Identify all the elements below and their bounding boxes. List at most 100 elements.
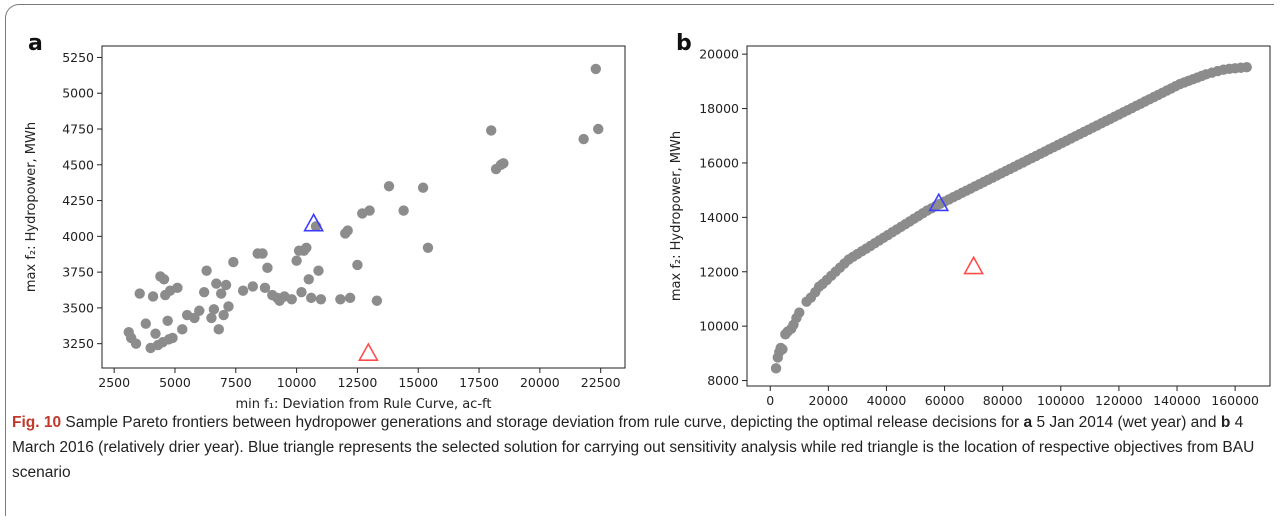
figure-frame [5, 4, 1274, 516]
panel-b-x-tick-label-1: 20000 [808, 393, 848, 408]
panel-a-y-tick-label-8: 5250 [62, 50, 94, 65]
panel-a-selected-solution-marker [303, 212, 324, 232]
panel-a-x-axis-label: min f₁: Deviation from Rule Curve, ac-ft [236, 397, 492, 410]
caption-text-2: 5 Jan 2014 (wet year) and [1032, 414, 1221, 431]
panel-b-y-axis-label: max f₂: Hydropower, MWh [669, 131, 684, 301]
panel-a-data-point-58 [352, 259, 363, 271]
panel-a-data-point-46 [296, 286, 307, 298]
panel-a-y-tick-label-5: 4500 [62, 157, 94, 172]
caption-text-3: 4 March 2016 (relatively drier year). Bl… [12, 414, 1255, 481]
panel-a-plot-area [101, 45, 626, 369]
panel-b-data-point-10 [794, 307, 805, 318]
caption-text-1: Sample Pareto frontiers between hydropow… [61, 414, 1024, 431]
panel-a-data-point-60 [364, 205, 375, 216]
panel-b-x-tick-label-5: 100000 [1037, 393, 1085, 408]
panel-a-data-point-62 [383, 181, 395, 192]
panel-a-y-tick-label-0: 3250 [62, 336, 94, 351]
panel-a-data-point-25 [208, 304, 220, 315]
panel-a-x-tick-label-7: 20000 [520, 375, 560, 390]
panel-a-data-point-56 [342, 225, 353, 236]
panel-a-data-point-27 [213, 324, 224, 335]
panel-a-data-point-66 [486, 125, 497, 136]
figure-charts: a 2500 5000 7500 10000 12500 15000 17500 20000 22… [24, 31, 1271, 410]
caption-panel-b: b [1220, 414, 1231, 431]
panel-b-data-point-110 [1241, 62, 1252, 73]
panel-b-y-tick-label-2: 12000 [699, 264, 739, 279]
panel-a-data-point-48 [301, 242, 312, 253]
panel-a-data-point-7 [150, 328, 161, 339]
panel-a-data-point-22 [198, 286, 210, 298]
panel-a-data-point-23 [201, 265, 212, 276]
panel-a-data-point-37 [259, 282, 271, 294]
panel-b-y-tick-label-3: 14000 [699, 210, 739, 225]
panel-b-x-tick-label-3: 60000 [925, 393, 965, 408]
panel-b-x-tick-label-8: 160000 [1211, 393, 1259, 408]
panel-b-plot-area [746, 45, 1271, 387]
panel-a-data-point-54 [335, 294, 346, 305]
panel-a-y-tick-label-1: 3500 [62, 300, 94, 315]
panel-a-y-tick-label-4: 4250 [62, 193, 94, 208]
panel-a-y-tick-label-3: 4000 [62, 229, 94, 244]
panel-a-data-point-32 [228, 256, 239, 268]
panel-b-y-tick-label-5: 18000 [699, 101, 739, 116]
panel-a-data-point-63 [398, 205, 409, 216]
panel-a-data-point-30 [220, 279, 232, 291]
panel-a-x-tick-label-5: 15000 [398, 375, 438, 390]
panel-a-data-point-26 [211, 278, 222, 289]
panel-a-data-point-3 [134, 288, 145, 299]
figure-caption: Fig. 10 Sample Pareto frontiers between … [12, 410, 1262, 485]
panel-a-data-point-38 [262, 262, 273, 274]
panel-a-data-point-36 [257, 248, 268, 259]
panel-a-data-point-52 [313, 265, 324, 276]
panel-a-data-point-28 [215, 288, 227, 299]
panel-a-x-tick-label-0: 2500 [98, 375, 130, 390]
panel-a-data-point-24 [206, 312, 217, 324]
panel-a-data-point-17 [172, 282, 183, 294]
panel-b-y-tick-label-6: 20000 [699, 47, 739, 62]
panel-a-y-tick-label-6: 4750 [62, 122, 94, 137]
panel-a-data-point-57 [344, 292, 356, 304]
panel-a-data-point-70 [578, 133, 589, 145]
panel-b-x-tick-label-6: 120000 [1095, 393, 1143, 408]
panel-a-data-point-33 [237, 285, 249, 296]
panel-a-data-point-72 [593, 123, 604, 135]
panel-b-selected-solution-marker [928, 192, 950, 212]
panel-a-data-point-61 [371, 295, 383, 306]
panel-a-data-point-16 [167, 332, 178, 344]
panel-a-y-axis-label: max f₂: Hydropower, MWh [24, 122, 39, 292]
panel-a-x-tick-label-3: 10000 [277, 375, 317, 390]
panel-b-data-point-0 [770, 363, 782, 374]
panel-b-y-tick-label-1: 10000 [699, 319, 739, 334]
panel-a-data-point-49 [303, 274, 314, 285]
panel-b-y-tick-label-0: 8000 [707, 373, 739, 388]
panel-a-y-tick-label-7: 5000 [62, 86, 94, 101]
panel-a-data-point-43 [286, 294, 297, 305]
panel-a-data-point-2 [130, 338, 142, 349]
panel-a-data-point-31 [223, 301, 234, 312]
panel-a-data-point-34 [247, 281, 259, 292]
panel-b-bau-marker [963, 255, 984, 275]
panel-a-data-point-65 [422, 242, 434, 253]
panel-b-x-tick-label-2: 40000 [867, 393, 907, 408]
caption-figure-label: Fig. 10 [12, 414, 62, 431]
panel-a-data-point-29 [218, 309, 229, 321]
panel-b-y-tick-label-4: 16000 [699, 155, 739, 170]
panel-b-x-tick-label-4: 80000 [983, 393, 1023, 408]
panel-a-data-point-53 [315, 294, 327, 305]
panel-a-x-tick-label-6: 17500 [459, 375, 499, 390]
panel-b-x-tick-label-7: 140000 [1153, 393, 1201, 408]
panel-a-data-point-13 [162, 315, 173, 326]
panel-a-bau-marker [358, 342, 379, 361]
panel-a-data-point-69 [498, 158, 509, 169]
panel-b-data-point-4 [777, 344, 788, 355]
panel-a-y-tick-label-2: 3750 [62, 265, 94, 280]
panel-a-data-point-64 [417, 182, 429, 193]
panel-a-data-point-21 [194, 305, 205, 316]
panel-a-data-point-18 [177, 324, 188, 335]
panel-a-data-point-11 [158, 274, 170, 285]
panel-a-label: a [28, 31, 43, 56]
panel-b-x-tick-label-0: 0 [766, 393, 774, 408]
panel-a-x-tick-label-2: 7500 [220, 375, 252, 390]
panel-a-x-tick-label-8: 22500 [581, 375, 621, 390]
panel-a-x-tick-label-4: 12500 [338, 375, 378, 390]
